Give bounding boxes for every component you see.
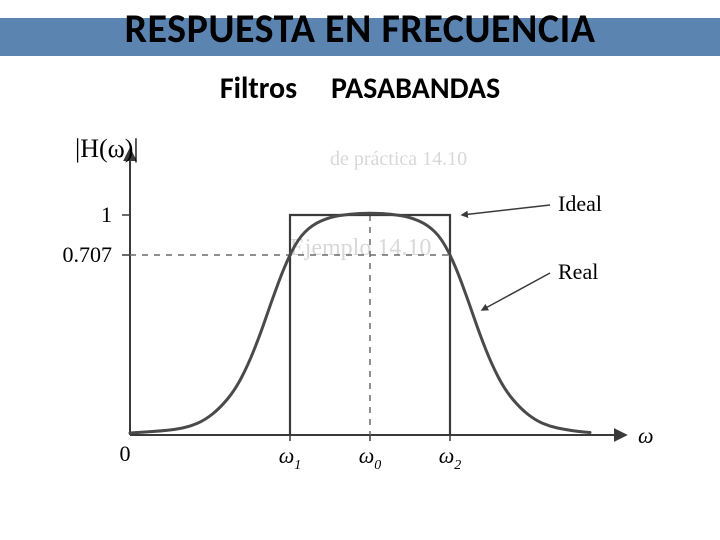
ghost-text-top: de práctica 14.10 [330,148,467,170]
chart-svg: de práctica 14.10 Ejemplo 14.10 |H(ω)| 1 0.7… [30,135,670,475]
xtick-w1: ω1 [279,443,302,473]
y-axis-title: |H(ω)| [75,135,139,163]
subtitle-right: PASABANDAS [331,70,500,107]
subtitle-left: Filtros [220,70,297,107]
label-real: Real [558,259,598,284]
arrow-ideal [462,205,550,215]
ytick-1: 1 [101,202,112,227]
x-axis-label: ω [638,423,654,448]
xtick-w0: ω0 [359,443,382,473]
arrow-real [482,273,550,310]
title-bar: RESPUESTA EN FRECUENCIA [0,0,720,56]
ghost-text-mid: Ejemplo 14.10 [290,235,431,261]
label-ideal: Ideal [558,191,602,216]
slide-title: RESPUESTA EN FRECUENCIA [125,4,596,53]
ytick-0707: 0.707 [63,242,113,267]
slide-subtitle: Filtros PASABANDAS [0,70,720,107]
xtick-0: 0 [120,441,131,466]
filter-response-figure: de práctica 14.10 Ejemplo 14.10 |H(ω)| 1 0.7… [30,135,670,475]
xtick-w2: ω2 [439,443,462,473]
